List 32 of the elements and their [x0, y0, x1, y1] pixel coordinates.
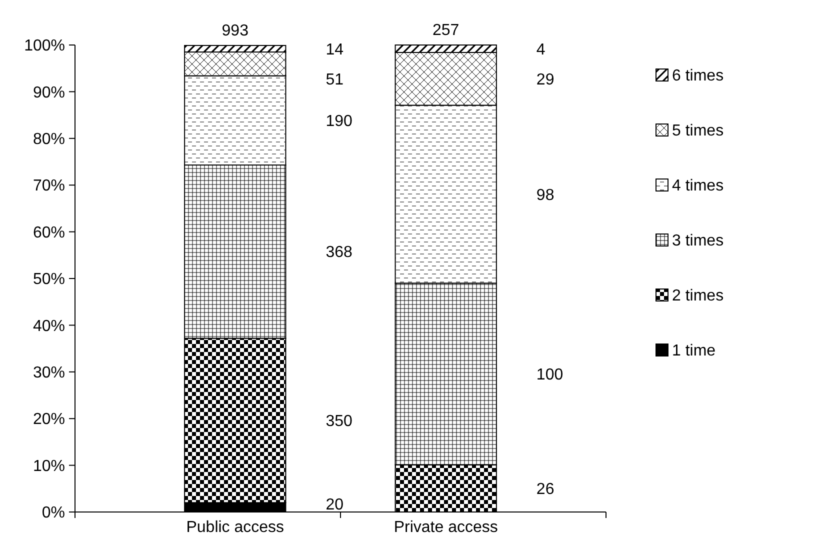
y-tick-label: 80% [32, 131, 65, 148]
y-tick-label: 30% [32, 364, 65, 382]
text: 257 [432, 22, 460, 39]
annotation: 51 [326, 71, 344, 88]
y-tick-label: 90% [32, 84, 65, 102]
annotation: 190 [326, 113, 353, 130]
annotation: 350 [326, 413, 353, 430]
legend-label: 1 time [672, 342, 716, 360]
annotation: 368 [326, 244, 353, 262]
y-tick-label: 0% [42, 504, 65, 522]
y-tick-label: 60% [32, 224, 65, 242]
y-tick-label: 10% [32, 458, 65, 475]
legend-label: 2 times [672, 288, 724, 305]
y-tick-label: 40% [32, 318, 65, 335]
y-tick-label: 50% [32, 271, 65, 288]
legend-label: 4 times [672, 178, 724, 195]
y-tick-label: 100% [24, 38, 65, 55]
annotation: 20 [326, 496, 344, 514]
annotation: 4 [536, 41, 546, 58]
annotation: 100 [536, 366, 564, 384]
x-tick-label: Public access [186, 519, 284, 536]
annotation: 98 [536, 186, 554, 204]
text: 993 [222, 22, 249, 40]
y-tick-label: 20% [32, 411, 65, 428]
annotation: 26 [536, 481, 554, 498]
y-tick-label: 70% [32, 178, 65, 195]
legend-label: 6 times [672, 68, 724, 85]
annotation: 14 [326, 41, 344, 58]
x-tick-label: Private access [394, 519, 498, 536]
annotation: 29 [536, 71, 554, 88]
legend-label: 3 times [672, 232, 724, 250]
legend-label: 5 times [672, 122, 724, 140]
